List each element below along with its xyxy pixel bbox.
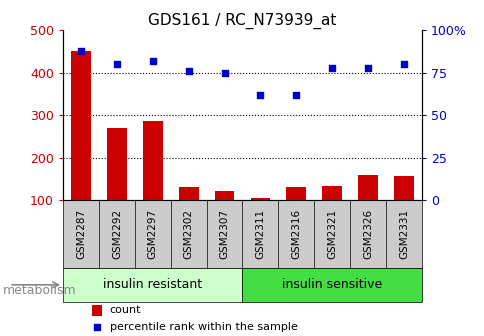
Text: metabolism: metabolism xyxy=(2,284,76,297)
Text: GSM2331: GSM2331 xyxy=(398,209,408,259)
Point xyxy=(328,65,335,70)
Bar xyxy=(71,51,91,200)
Point xyxy=(399,61,407,67)
Bar xyxy=(393,176,413,200)
Bar xyxy=(91,305,102,316)
Point xyxy=(77,48,85,53)
Text: GSM2302: GSM2302 xyxy=(183,209,193,259)
Bar xyxy=(322,186,341,200)
Point xyxy=(149,58,156,64)
Point xyxy=(113,61,121,67)
Bar xyxy=(107,128,126,200)
Text: insulin sensitive: insulin sensitive xyxy=(282,278,381,291)
Text: GSM2287: GSM2287 xyxy=(76,209,86,259)
Point xyxy=(184,68,192,74)
Text: GSM2316: GSM2316 xyxy=(291,209,301,259)
Point xyxy=(363,65,371,70)
Text: GSM2307: GSM2307 xyxy=(219,209,229,259)
Text: percentile rank within the sample: percentile rank within the sample xyxy=(109,322,297,332)
Text: insulin resistant: insulin resistant xyxy=(103,278,202,291)
Point xyxy=(93,324,101,330)
Bar xyxy=(143,121,162,200)
Text: GSM2292: GSM2292 xyxy=(112,209,121,259)
Bar xyxy=(63,268,242,302)
Point xyxy=(292,92,300,97)
Bar xyxy=(358,175,377,200)
Bar xyxy=(250,198,270,200)
Text: GSM2326: GSM2326 xyxy=(363,209,372,259)
Text: count: count xyxy=(109,305,141,316)
Text: GSM2311: GSM2311 xyxy=(255,209,265,259)
Bar xyxy=(286,187,305,200)
Text: GSM2297: GSM2297 xyxy=(148,209,157,259)
Bar xyxy=(242,268,421,302)
Bar xyxy=(179,187,198,200)
Point xyxy=(256,92,264,97)
Text: GSM2321: GSM2321 xyxy=(327,209,336,259)
Title: GDS161 / RC_N73939_at: GDS161 / RC_N73939_at xyxy=(148,13,336,29)
Point xyxy=(220,70,228,75)
Bar xyxy=(214,192,234,200)
